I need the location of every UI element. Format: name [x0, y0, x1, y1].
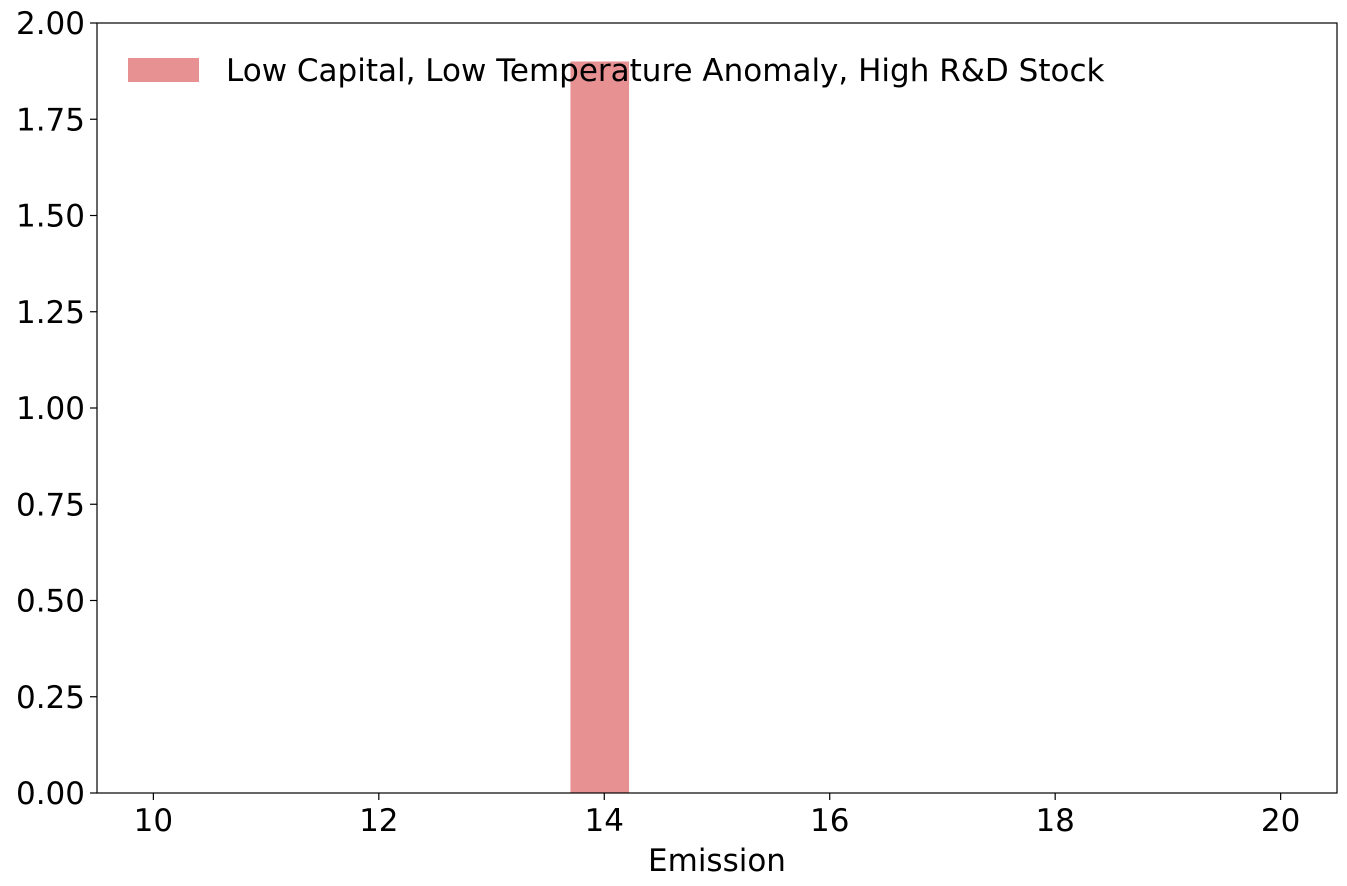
y-tick-label: 1.25	[16, 295, 85, 331]
x-axis: 10 12 14 16 18 20	[134, 793, 1300, 839]
x-tick-label: 20	[1261, 803, 1300, 839]
legend-label: Low Capital, Low Temperature Anomaly, Hi…	[226, 53, 1104, 89]
y-tick-label: 2.00	[16, 6, 85, 42]
bars-layer	[570, 61, 630, 793]
y-tick-label: 0.00	[16, 776, 85, 812]
legend-swatch	[128, 58, 199, 82]
y-tick-label: 0.75	[16, 487, 85, 523]
x-tick-label: 18	[1035, 803, 1074, 839]
y-tick-label: 0.50	[16, 584, 85, 620]
legend: Low Capital, Low Temperature Anomaly, Hi…	[128, 53, 1104, 89]
histogram-bar	[570, 61, 630, 793]
x-axis-label: Emission	[648, 843, 786, 879]
y-tick-label: 1.00	[16, 391, 85, 427]
y-axis: 0.00 0.25 0.50 0.75 1.00 1.25 1.50 1.75 2.00	[16, 6, 97, 812]
y-tick-label: 1.75	[16, 102, 85, 138]
plot-background	[97, 23, 1337, 793]
x-tick-label: 14	[585, 803, 624, 839]
y-tick-label: 0.25	[16, 680, 85, 716]
x-tick-label: 16	[810, 803, 849, 839]
y-tick-label: 1.50	[16, 199, 85, 235]
x-tick-label: 10	[134, 803, 173, 839]
x-tick-label: 12	[359, 803, 398, 839]
